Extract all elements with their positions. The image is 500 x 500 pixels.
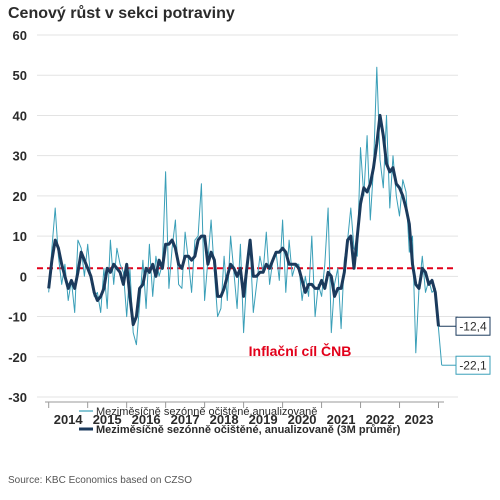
inflation-target-label: Inflační cíl ČNB (249, 342, 352, 359)
page-title: Cenový růst v sekci potraviny (8, 5, 235, 22)
x-tick-label: 2017 (171, 412, 200, 427)
y-tick-label: 30 (13, 149, 27, 164)
x-tick-label: 2014 (54, 412, 84, 427)
y-tick-label: 10 (13, 229, 27, 244)
y-tick-label: 40 (13, 108, 27, 123)
end-label-box (455, 355, 491, 375)
legend-layer: Meziměsíčně sezónně očištěné,anualizovan… (79, 406, 401, 436)
series-layer (37, 66, 456, 366)
x-tick-label: 2016 (132, 412, 161, 427)
source-note: Source: KBC Economics based on CZSO (8, 475, 192, 486)
y-tick-label: -20 (8, 350, 27, 365)
x-tick-label: 2022 (366, 412, 395, 427)
grid-layer (37, 34, 458, 398)
axis-layer: -30 -20 -10 0 10 20 30 40 50 60 2014 2015 2016 2017 20… (8, 28, 444, 427)
y-tick-label: 0 (20, 269, 27, 284)
y-tick-label: 50 (13, 68, 27, 83)
y-tick-label: 20 (13, 189, 27, 204)
series-line-monthly (48, 66, 443, 366)
x-tick-label: 2015 (93, 412, 122, 427)
end-value-label: -22,1 (459, 359, 487, 373)
legend-entry: Meziměsíčně sezónně očištěné, anualizova… (96, 424, 401, 436)
y-tick-label: -30 (8, 390, 27, 405)
annotation-layer: Inflační cíl ČNB -12,4 -22,1 (249, 316, 491, 375)
end-label-box (455, 316, 491, 336)
x-tick-label: 2023 (405, 412, 434, 427)
y-tick-label: -10 (8, 310, 27, 325)
x-tick-label: 2018 (210, 412, 239, 427)
series-line-3m-average (47, 113, 440, 327)
legend-entry: Meziměsíčně sezónně očištěné,anualizovan… (96, 406, 317, 418)
end-value-label: -12,4 (459, 320, 487, 334)
x-tick-label: 2021 (327, 412, 356, 427)
y-tick-label: 60 (13, 28, 27, 43)
x-tick-label: 2019 (249, 412, 278, 427)
x-tick-label: 2020 (288, 412, 317, 427)
